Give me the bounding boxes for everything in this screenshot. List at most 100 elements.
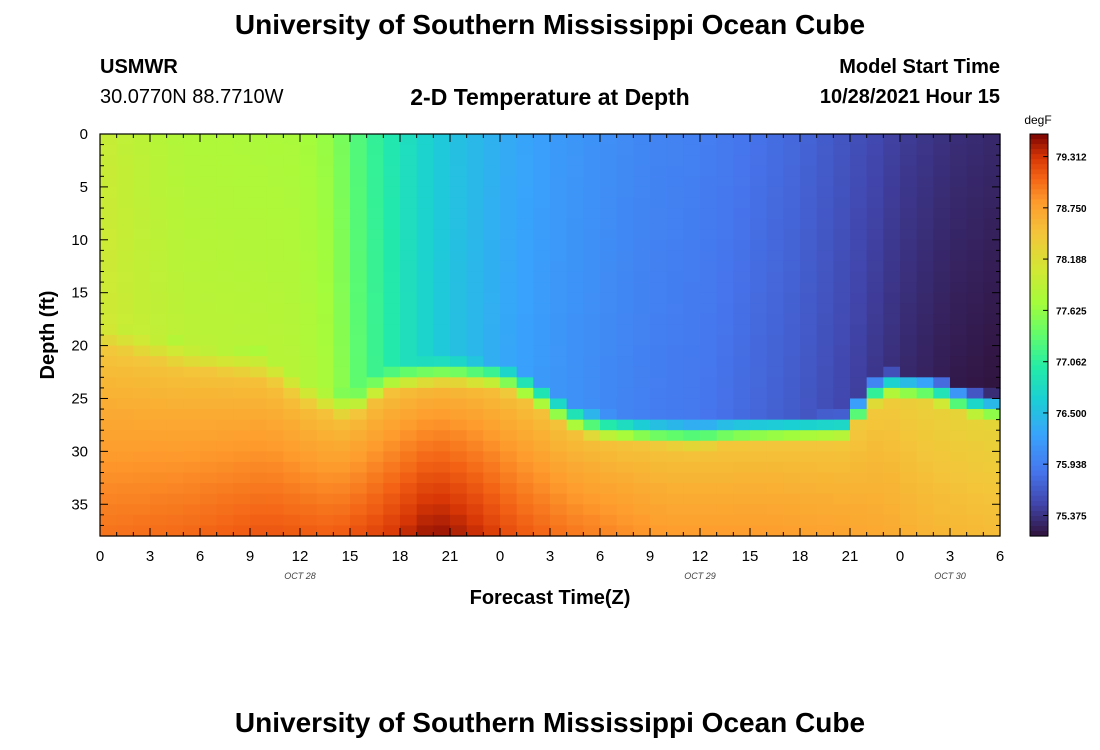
heatmap-cell [466,313,484,326]
heatmap-cell [550,155,568,167]
heatmap-cell [600,134,618,146]
heatmap-cell [400,165,418,177]
heatmap-cell [866,461,884,474]
heatmap-cell [700,461,718,474]
heatmap-cell [600,387,618,400]
heatmap-cell [833,292,851,304]
heatmap-cell [316,250,334,262]
heatmap-cell [883,229,901,241]
heatmap-cell [916,197,934,209]
heatmap-cell [316,144,334,156]
heatmap-cell [983,451,1001,463]
heatmap-cell [933,155,951,167]
heatmap-cell [533,271,551,283]
heatmap-cell [533,451,551,463]
heatmap-cell [283,229,301,241]
heatmap-cell [200,229,218,241]
heatmap-cell [966,398,984,410]
heatmap-cell [633,472,651,484]
heatmap-cell [700,335,718,347]
heatmap-cell [100,292,118,304]
heatmap-cell [650,366,668,378]
heatmap-cell [133,197,151,209]
heatmap-cell [450,176,468,188]
heatmap-cell [683,419,701,431]
heatmap-cell [516,366,534,378]
heatmap-cell [966,197,984,209]
heatmap-cell [433,271,451,283]
heatmap-cell [700,197,718,209]
heatmap-cell [650,461,668,474]
station-id: USMWR [100,56,178,78]
heatmap-cell [383,260,401,273]
colorbar-segment [1030,385,1048,391]
heatmap-cell [300,430,318,442]
heatmap-cell [983,250,1001,262]
heatmap-cell [733,303,751,315]
heatmap-cell [683,282,701,294]
heatmap-cell [150,239,168,251]
heatmap-cell [416,229,434,241]
heatmap-cell [550,134,568,146]
heatmap-cell [416,176,434,188]
heatmap-cell [500,165,518,177]
heatmap-cell [100,345,118,357]
heatmap-cell [183,208,201,220]
heatmap-cell [816,335,834,347]
heatmap-cell [566,398,584,410]
heatmap-cell [216,493,234,505]
heatmap-cell [833,430,851,442]
heatmap-cell [150,250,168,262]
heatmap-cell [166,514,184,527]
heatmap-cell [300,303,318,315]
heatmap-cell [566,292,584,304]
heatmap-cell [133,303,151,315]
heatmap-cell [250,366,268,378]
heatmap-cell [416,461,434,474]
heatmap-cell [100,165,118,177]
heatmap-cell [733,409,751,421]
heatmap-cell [783,197,801,209]
heatmap-cell [416,218,434,230]
heatmap-cell [416,186,434,199]
heatmap-cell [650,250,668,262]
heatmap-cell [266,155,284,167]
heatmap-cell [516,398,534,410]
heatmap-cell [583,514,601,527]
heatmap-cell [100,409,118,421]
heatmap-cell [566,303,584,315]
heatmap-cell [750,134,768,146]
colorbar-segment [1030,435,1048,442]
heatmap-cell [100,472,118,484]
heatmap-cell [100,250,118,262]
heatmap-cell [216,208,234,220]
heatmap-cell [900,313,918,326]
heatmap-cell [366,504,384,516]
heatmap-cell [116,514,134,527]
heatmap-cell [333,335,351,347]
heatmap-cell [683,218,701,230]
heatmap-cell [400,430,418,442]
heatmap-cell [933,451,951,463]
heatmap-cell [783,472,801,484]
heatmap-cell [333,430,351,442]
heatmap-cell [766,229,784,241]
heatmap-cell [250,155,268,167]
heatmap-cell [683,324,701,336]
heatmap-cell [883,387,901,400]
heatmap-cell [866,144,884,156]
heatmap-cell [416,483,434,495]
heatmap-cell [850,292,868,304]
heatmap-cell [616,229,634,241]
heatmap-cell [666,271,684,283]
heatmap-cell [733,250,751,262]
heatmap-cell [683,186,701,199]
heatmap-cell [483,387,501,400]
heatmap-cell [633,493,651,505]
heatmap-cell [383,387,401,400]
heatmap-cell [183,345,201,357]
heatmap-cell [800,313,818,326]
heatmap-cell [283,218,301,230]
heatmap-cell [366,451,384,463]
heatmap-cell [916,260,934,273]
